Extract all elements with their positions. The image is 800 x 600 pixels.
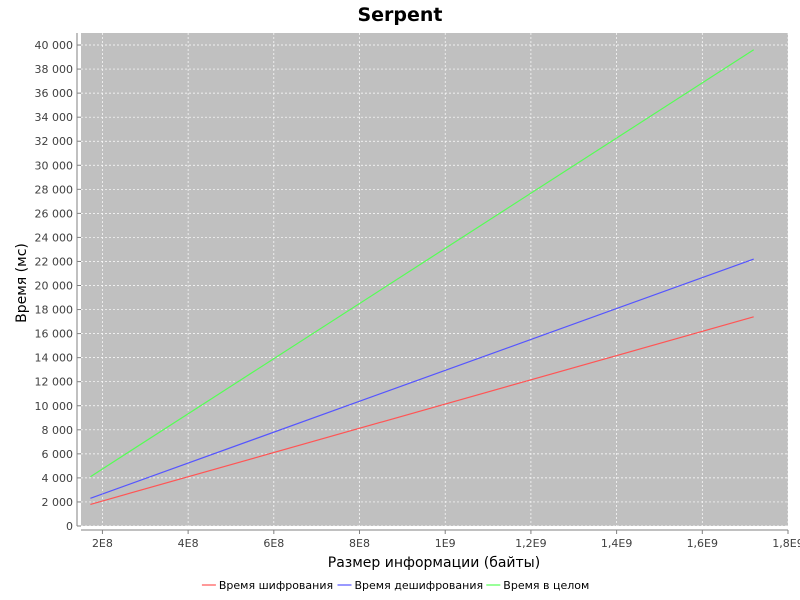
x-tick-label: 1,2E9 <box>515 537 546 550</box>
axes <box>76 33 789 534</box>
legend-label: Время в целом <box>503 579 589 592</box>
y-tick-label: 20 000 <box>35 280 74 293</box>
x-tick-label: 4E8 <box>178 537 199 550</box>
x-tick-label: 2E8 <box>92 537 113 550</box>
x-axis-label: Размер информации (байты) <box>328 555 540 571</box>
chart-title: Serpent <box>357 4 442 26</box>
y-tick-label: 2 000 <box>42 496 74 509</box>
y-tick-label: 4 000 <box>42 472 74 485</box>
y-tick-label: 12 000 <box>35 376 74 389</box>
y-tick-label: 36 000 <box>35 87 74 100</box>
y-tick-label: 28 000 <box>35 183 74 196</box>
x-tick-label: 1,8E9 <box>772 537 800 550</box>
series-line-2 <box>90 258 754 499</box>
legend-label: Время шифрования <box>219 579 333 592</box>
y-tick-label: 0 <box>66 520 73 533</box>
y-tick-label: 24 000 <box>35 231 74 244</box>
y-tick-labels: 0 2 000 4 000 6 000 8 000 10 000 12 000 14 000 1… <box>35 39 74 533</box>
y-tick-label: 18 000 <box>35 304 74 317</box>
plot-area <box>81 33 788 526</box>
x-tick-label: 8E8 <box>349 537 370 550</box>
series-lines <box>90 49 755 505</box>
y-tick-label: 26 000 <box>35 207 74 220</box>
x-tick-label: 1,4E9 <box>601 537 632 550</box>
y-tick-label: 32 000 <box>35 135 74 148</box>
series-line-3 <box>90 49 755 478</box>
series-line-1 <box>90 316 754 505</box>
y-tick-label: 10 000 <box>35 400 74 413</box>
legend-label: Время дешифрования <box>355 579 484 592</box>
x-tick-label: 1E9 <box>435 537 456 550</box>
legend: Время шифрования Время дешифрования Время … <box>201 579 589 592</box>
grid-lines <box>81 33 789 527</box>
y-tick-label: 30 000 <box>35 159 74 172</box>
y-tick-label: 16 000 <box>35 328 74 341</box>
y-tick-label: 22 000 <box>35 255 74 268</box>
y-tick-label: 38 000 <box>35 63 74 76</box>
y-tick-label: 40 000 <box>35 39 74 52</box>
y-tick-label: 8 000 <box>42 424 74 437</box>
y-tick-label: 6 000 <box>42 448 74 461</box>
x-tick-label: 1,6E9 <box>687 537 718 550</box>
y-tick-label: 34 000 <box>35 111 74 124</box>
x-tick-labels: 2E8 4E8 6E8 8E8 1E9 1,2E9 1,4E9 1,6E9 1,8E9 <box>92 537 800 550</box>
x-tick-label: 6E8 <box>263 537 284 550</box>
y-tick-label: 14 000 <box>35 352 74 365</box>
y-axis-label: Время (мс) <box>14 243 30 323</box>
